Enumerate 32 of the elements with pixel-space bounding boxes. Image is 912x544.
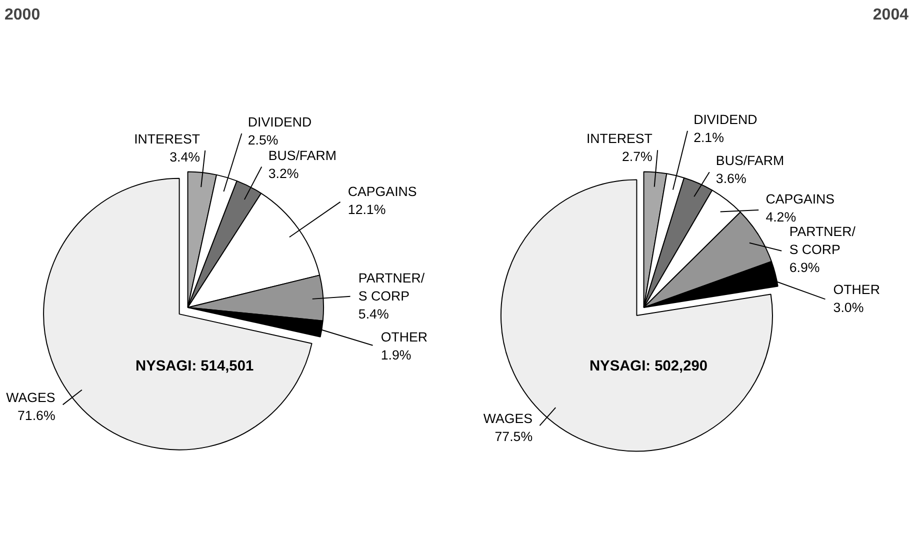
data-label: 6.9% — [789, 260, 820, 276]
data-label: 1.9% — [380, 347, 412, 362]
slice-label: OTHER — [833, 282, 880, 298]
slice-label: CAPGAINS — [348, 184, 417, 199]
slice-label: DIVIDEND — [248, 114, 312, 130]
slice-label: WAGES — [483, 411, 533, 426]
data-label: 3.0% — [833, 300, 864, 316]
data-label: 2.5% — [248, 132, 278, 148]
slice-label: OTHER — [380, 329, 428, 344]
data-label: 2.1% — [694, 130, 724, 145]
data-label: 3.6% — [716, 171, 746, 186]
slice-label: BUS/FARM — [716, 153, 784, 168]
slice-label: WAGES — [6, 390, 56, 405]
slice-label: INTEREST — [586, 130, 652, 146]
data-label: 4.2% — [766, 209, 796, 224]
slice-label: DIVIDEND — [694, 112, 758, 127]
data-label: 3.2% — [268, 166, 299, 181]
data-label: 5.4% — [358, 306, 389, 322]
data-label: 77.5% — [494, 429, 533, 444]
data-label: 3.4% — [170, 149, 200, 164]
slice-label: BUS/FARM — [268, 148, 336, 163]
slice-label: INTEREST — [134, 131, 200, 146]
chart-title: 2004 — [872, 6, 909, 24]
data-label: 2.7% — [622, 148, 653, 164]
slice-label: PARTNER/S CORP — [358, 270, 425, 304]
chart-title: 2000 — [4, 6, 40, 24]
text: NYSAGI: 502,290 — [589, 358, 708, 375]
data-label: 71.6% — [18, 408, 56, 423]
slice-label: CAPGAINS — [766, 191, 835, 206]
data-label: 12.1% — [348, 202, 386, 217]
slice-label: PARTNER/S CORP — [789, 224, 856, 258]
text: NYSAGI: 514,501 — [136, 358, 254, 375]
